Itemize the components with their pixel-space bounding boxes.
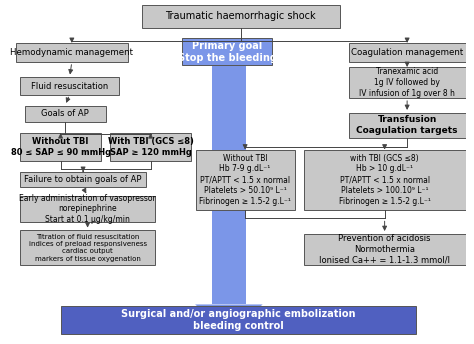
- Text: Without TBI
Hb 7-9 g.dL⁻¹
PT/APTT < 1.5 x normal
Platelets > 50.10⁹ L⁻¹
Fibrinog: Without TBI Hb 7-9 g.dL⁻¹ PT/APTT < 1.5 …: [199, 154, 291, 206]
- Text: Fluid resuscitation: Fluid resuscitation: [31, 82, 108, 90]
- Text: Goals of AP: Goals of AP: [41, 109, 89, 118]
- Text: Hemodynamic management: Hemodynamic management: [10, 48, 133, 57]
- FancyBboxPatch shape: [20, 230, 155, 265]
- Text: Tranexamic acid
1g IV followed by
IV infusion of 1g over 8 h: Tranexamic acid 1g IV followed by IV inf…: [359, 67, 455, 98]
- Text: Coagulation management: Coagulation management: [351, 48, 463, 57]
- Text: Transfusion
Coagulation targets: Transfusion Coagulation targets: [356, 115, 458, 135]
- FancyBboxPatch shape: [61, 306, 416, 334]
- FancyBboxPatch shape: [110, 133, 191, 161]
- Text: Early administration of vasopressor
norepinephrine
Start at 0.1 μg/kg/min: Early administration of vasopressor nore…: [19, 194, 156, 224]
- FancyBboxPatch shape: [20, 196, 155, 222]
- Text: with TBI (GCS ≤8)
Hb > 10 g.dL⁻¹
PT/APTT < 1.5 x normal
Platelets > 100.10⁹ L⁻¹
: with TBI (GCS ≤8) Hb > 10 g.dL⁻¹ PT/APTT…: [339, 154, 430, 206]
- Text: With TBI (GCS ≤8)
SAP ≥ 120 mmHg: With TBI (GCS ≤8) SAP ≥ 120 mmHg: [108, 137, 193, 157]
- FancyBboxPatch shape: [20, 133, 101, 161]
- FancyBboxPatch shape: [348, 113, 465, 138]
- Text: Without TBI
80 ≤ SAP ≤ 90 mmHg: Without TBI 80 ≤ SAP ≤ 90 mmHg: [10, 137, 110, 157]
- Text: Failure to obtain goals of AP: Failure to obtain goals of AP: [24, 175, 142, 184]
- FancyBboxPatch shape: [348, 67, 465, 98]
- FancyBboxPatch shape: [25, 106, 106, 122]
- FancyBboxPatch shape: [16, 43, 128, 62]
- Text: Surgical and/or angiographic embolization
bleeding control: Surgical and/or angiographic embolizatio…: [121, 309, 356, 331]
- FancyBboxPatch shape: [304, 234, 465, 265]
- FancyBboxPatch shape: [304, 150, 465, 210]
- FancyBboxPatch shape: [20, 172, 146, 187]
- Text: Prevention of acidosis
Normothermia
Ionised Ca++ = 1.1-1.3 mmol/l: Prevention of acidosis Normothermia Ioni…: [319, 234, 450, 265]
- FancyBboxPatch shape: [348, 43, 465, 62]
- FancyBboxPatch shape: [142, 5, 339, 28]
- FancyBboxPatch shape: [20, 77, 119, 95]
- FancyBboxPatch shape: [182, 38, 272, 65]
- Text: Traumatic haemorrhagic shock: Traumatic haemorrhagic shock: [165, 11, 316, 21]
- Text: Primary goal
Stop the bleeding: Primary goal Stop the bleeding: [178, 41, 276, 63]
- Text: Titration of fluid resuscitation
indices of preload responsiveness
cardiac outpu: Titration of fluid resuscitation indices…: [28, 234, 146, 261]
- Polygon shape: [195, 304, 263, 334]
- Polygon shape: [212, 65, 246, 304]
- FancyBboxPatch shape: [196, 150, 295, 210]
